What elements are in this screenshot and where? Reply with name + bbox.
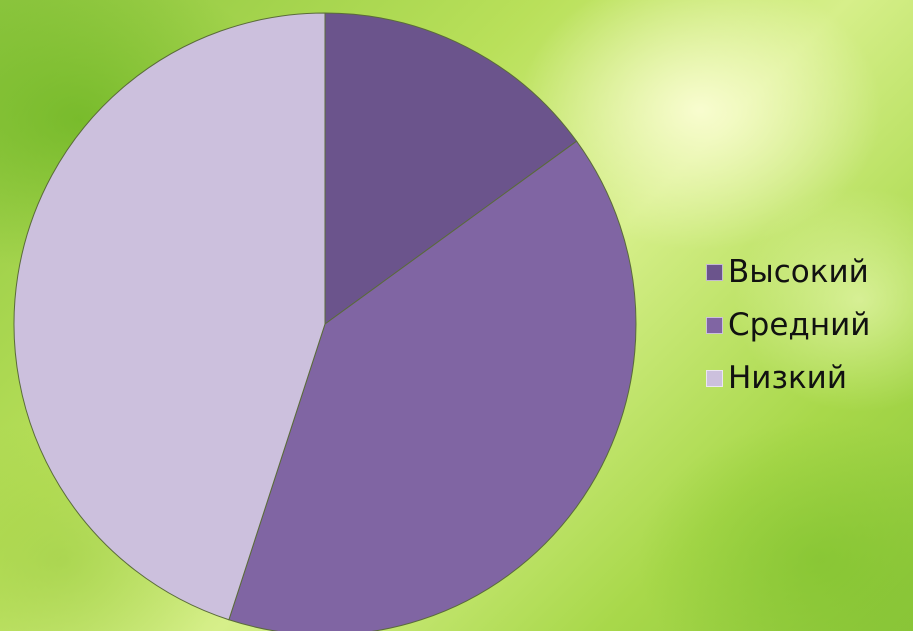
legend-label: Средний (728, 307, 871, 343)
pie-slice-2 (228, 140, 637, 631)
pie-slice-3 (13, 12, 326, 621)
chart-legend: Высокий Средний Низкий (706, 246, 870, 405)
legend-item-3: Низкий (706, 352, 870, 405)
legend-label: Высокий (728, 254, 869, 290)
legend-item-1: Высокий (706, 246, 870, 299)
pie-slice-1 (324, 12, 578, 325)
legend-label: Низкий (728, 360, 847, 396)
legend-item-2: Средний (706, 299, 870, 352)
legend-swatch (706, 264, 723, 281)
legend-swatch (706, 370, 723, 387)
legend-swatch (706, 317, 723, 334)
